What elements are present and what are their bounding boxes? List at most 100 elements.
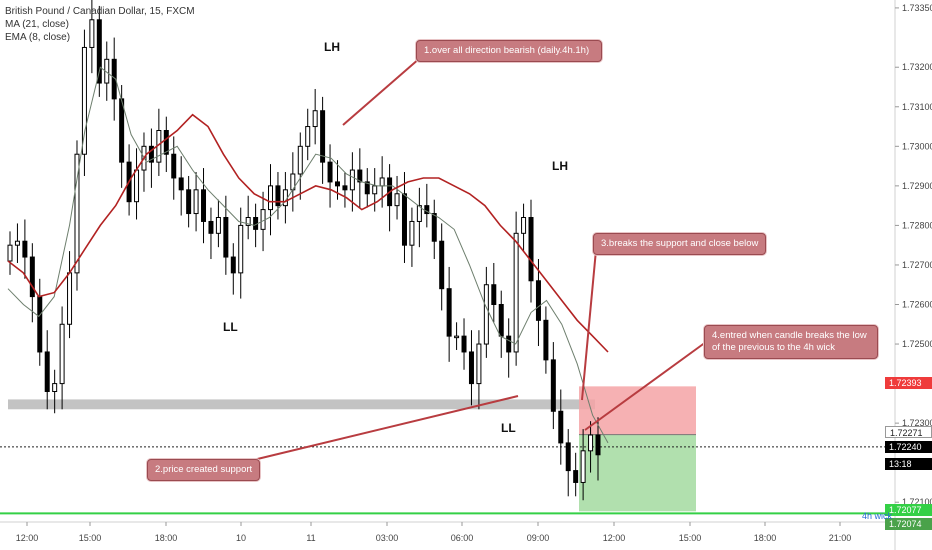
y-tick-label: 1.72700 bbox=[902, 260, 932, 270]
candle bbox=[215, 217, 221, 234]
candle bbox=[238, 224, 244, 274]
x-tick-label: 03:00 bbox=[376, 533, 399, 543]
candle bbox=[178, 177, 184, 191]
candle bbox=[491, 284, 497, 305]
x-tick-label: 15:00 bbox=[679, 533, 702, 543]
candle bbox=[342, 185, 348, 191]
candle bbox=[67, 272, 73, 325]
candle bbox=[416, 205, 422, 222]
ma-21-line bbox=[7, 113, 609, 353]
candle bbox=[14, 240, 20, 246]
candle bbox=[89, 19, 95, 48]
y-tick-label: 1.73200 bbox=[902, 62, 932, 72]
ma-legend: MA (21, close) bbox=[5, 19, 69, 30]
ema-8-line bbox=[7, 66, 609, 444]
candle bbox=[305, 126, 311, 147]
x-tick-label: 06:00 bbox=[451, 533, 474, 543]
candle bbox=[29, 256, 35, 298]
candle bbox=[535, 280, 541, 321]
candle bbox=[320, 110, 326, 163]
candle bbox=[349, 169, 355, 191]
candle bbox=[297, 145, 303, 175]
candle bbox=[260, 209, 266, 230]
candle bbox=[208, 220, 214, 234]
pivot-lh-2: LH bbox=[552, 159, 568, 173]
annotation-1[interactable]: 1.over all direction bearish (daily.4h.1… bbox=[416, 40, 602, 62]
candle bbox=[476, 343, 482, 385]
connector-1 bbox=[342, 57, 421, 126]
candle bbox=[268, 185, 274, 211]
y-tick-label: 1.72300 bbox=[902, 418, 932, 428]
wick-price-label: 1.72077 bbox=[885, 504, 932, 516]
entry-price-label: 1.72271 bbox=[885, 426, 932, 438]
candle bbox=[431, 213, 437, 242]
annotation-2[interactable]: 2.price created support bbox=[147, 459, 261, 481]
candle bbox=[22, 240, 28, 258]
wick-side-label: 4h wick bbox=[861, 511, 892, 521]
candle bbox=[364, 181, 370, 195]
candle bbox=[595, 434, 601, 456]
candle bbox=[312, 110, 318, 128]
candle bbox=[171, 153, 177, 179]
candle bbox=[550, 359, 556, 412]
candle bbox=[528, 217, 534, 282]
pivot-lh-1: LH bbox=[324, 40, 340, 54]
candle bbox=[201, 189, 207, 222]
x-tick-label: 10 bbox=[236, 533, 246, 543]
candle bbox=[372, 185, 378, 195]
chart-legend: British Pound / Canadian Dollar, 15, FXC… bbox=[5, 5, 195, 44]
countdown-label: 13:18 bbox=[885, 458, 932, 470]
y-tick-label: 1.72800 bbox=[902, 220, 932, 230]
candle bbox=[506, 335, 512, 353]
y-tick-label: 1.73350 bbox=[902, 3, 932, 13]
candle bbox=[580, 450, 586, 483]
candle bbox=[439, 240, 445, 290]
x-tick-label: 12:00 bbox=[603, 533, 626, 543]
connector-4 bbox=[584, 341, 707, 431]
candle bbox=[334, 181, 340, 187]
candle bbox=[543, 319, 549, 361]
candle bbox=[44, 351, 50, 393]
candle bbox=[119, 98, 125, 163]
x-tick-label: 11 bbox=[306, 533, 315, 543]
candle bbox=[454, 335, 460, 339]
candle bbox=[37, 296, 43, 353]
x-tick-label: 12:00 bbox=[16, 533, 39, 543]
current-price-label: 1.72240 bbox=[885, 441, 932, 453]
x-tick-label: 18:00 bbox=[754, 533, 777, 543]
y-tick-label: 1.72900 bbox=[902, 181, 932, 191]
x-tick-label: 09:00 bbox=[527, 533, 550, 543]
x-tick-label: 21:00 bbox=[829, 533, 852, 543]
candle bbox=[379, 177, 385, 187]
candle bbox=[275, 185, 281, 207]
candle bbox=[163, 130, 169, 155]
y-tick-label: 1.72500 bbox=[902, 339, 932, 349]
candle bbox=[7, 244, 13, 262]
candle bbox=[230, 256, 236, 274]
candle bbox=[148, 145, 154, 163]
candle bbox=[565, 442, 571, 472]
connector-2 bbox=[244, 395, 519, 463]
annotation-4[interactable]: 4.entred when candle breaks the low of t… bbox=[704, 325, 878, 359]
candle bbox=[96, 19, 102, 84]
annotation-3[interactable]: 3.breaks the support and close below bbox=[593, 233, 767, 255]
candle bbox=[409, 220, 415, 246]
symbol-title: British Pound / Canadian Dollar, 15, FXC… bbox=[5, 6, 195, 17]
candle bbox=[424, 205, 430, 215]
candle bbox=[52, 383, 58, 393]
y-tick-label: 1.73100 bbox=[902, 102, 932, 112]
candle bbox=[446, 288, 452, 337]
candle bbox=[513, 232, 519, 353]
candle bbox=[193, 189, 199, 215]
candle bbox=[498, 304, 504, 337]
ema-legend: EMA (8, close) bbox=[5, 32, 71, 43]
candle bbox=[521, 217, 527, 234]
candle bbox=[483, 284, 489, 345]
candle bbox=[134, 169, 140, 203]
y-tick-label: 1.72600 bbox=[902, 300, 932, 310]
stop-loss-zone bbox=[579, 386, 696, 435]
candle bbox=[186, 189, 192, 215]
candle bbox=[401, 193, 407, 246]
